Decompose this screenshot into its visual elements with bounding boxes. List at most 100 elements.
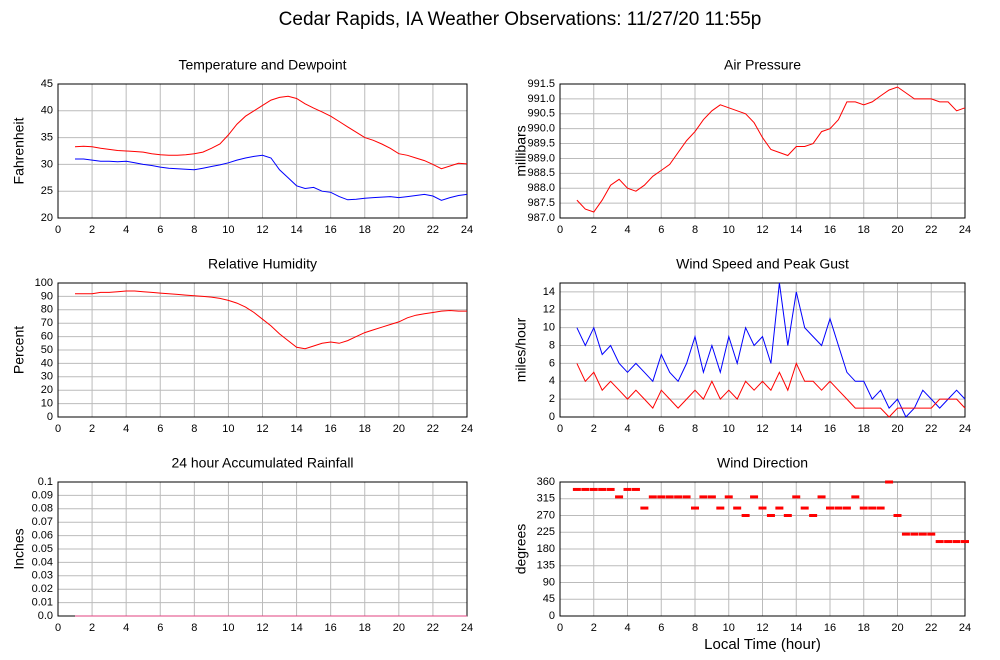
- x-axis-label: Local Time (hour): [704, 636, 821, 653]
- x-tick-label: 2: [89, 423, 95, 435]
- x-tick-label: 6: [658, 622, 664, 634]
- x-tick-label: 6: [658, 224, 664, 236]
- y-tick-label: 0: [47, 411, 53, 423]
- x-tick-label: 16: [824, 423, 836, 435]
- series-line: [576, 86, 966, 213]
- y-tick-label: 45: [41, 78, 53, 90]
- x-tick-label: 14: [290, 423, 302, 435]
- scatter-point: [648, 495, 657, 499]
- x-tick-label: 20: [891, 224, 903, 236]
- x-tick-label: 20: [891, 622, 903, 634]
- scatter-point: [615, 495, 624, 499]
- scatter-point: [691, 506, 699, 510]
- scatter-point: [775, 506, 784, 510]
- y-tick-label: 225: [537, 526, 555, 538]
- y-axis-label: degrees: [513, 524, 529, 575]
- x-tick-label: 22: [925, 224, 937, 236]
- x-tick-label: 0: [55, 423, 61, 435]
- scatter-point: [766, 514, 775, 517]
- x-tick-label: 10: [723, 423, 735, 435]
- y-tick-label: 990.0: [527, 123, 555, 135]
- y-tick-label: 90: [41, 290, 53, 302]
- x-tick-label: 14: [290, 622, 302, 634]
- y-tick-label: 45: [543, 593, 555, 605]
- x-tick-label: 0: [557, 423, 563, 435]
- scatter-point: [918, 532, 927, 536]
- scatter-point: [935, 540, 944, 544]
- scatter-point: [707, 495, 716, 499]
- y-tick-label: 70: [41, 317, 53, 329]
- x-tick-label: 12: [756, 423, 768, 435]
- y-tick-label: 991.0: [527, 93, 555, 105]
- plot-frame: [57, 83, 468, 219]
- y-tick-label: 30: [41, 158, 53, 170]
- scatter-point: [724, 495, 733, 499]
- x-tick-label: 18: [858, 423, 870, 435]
- y-tick-label: 0.0: [38, 610, 53, 622]
- scatter-point: [682, 495, 691, 499]
- x-tick-label: 10: [222, 224, 234, 236]
- y-tick-label: 10: [41, 398, 53, 410]
- series-line: [576, 282, 966, 418]
- x-tick-label: 10: [723, 224, 735, 236]
- x-tick-label: 0: [557, 224, 563, 236]
- x-tick-label: 2: [591, 622, 597, 634]
- x-tick-label: 8: [191, 423, 197, 435]
- chart-title: Relative Humidity: [208, 256, 317, 272]
- y-tick-label: 987.5: [527, 197, 555, 209]
- y-tick-label: 10: [543, 322, 555, 334]
- x-tick-label: 18: [359, 224, 371, 236]
- x-tick-label: 24: [461, 224, 473, 236]
- scatter-point: [674, 495, 683, 499]
- x-tick-label: 6: [157, 224, 163, 236]
- y-tick-label: 4: [549, 375, 555, 387]
- scatter-point: [910, 532, 919, 536]
- y-axis-label: miles/hour: [513, 317, 529, 382]
- chart-title: Temperature and Dewpoint: [178, 57, 346, 73]
- x-tick-label: 2: [591, 423, 597, 435]
- y-tick-label: 20: [41, 384, 53, 396]
- x-tick-label: 24: [959, 622, 971, 634]
- y-tick-label: 60: [41, 331, 53, 343]
- y-tick-label: 50: [41, 344, 53, 356]
- x-tick-label: 0: [55, 224, 61, 236]
- y-axis-label: Percent: [11, 326, 27, 374]
- x-tick-label: 20: [393, 423, 405, 435]
- x-tick-label: 6: [157, 622, 163, 634]
- scatter-point: [851, 495, 860, 499]
- x-tick-label: 16: [325, 622, 337, 634]
- plot-frame: [559, 282, 966, 418]
- x-tick-label: 24: [461, 423, 473, 435]
- x-tick-label: 16: [824, 622, 836, 634]
- scatter-point: [716, 506, 725, 510]
- x-tick-label: 4: [624, 224, 630, 236]
- y-tick-label: 14: [543, 286, 555, 298]
- x-tick-label: 18: [858, 622, 870, 634]
- y-tick-label: 8: [549, 339, 555, 351]
- x-tick-label: 4: [123, 224, 129, 236]
- scatter-point: [885, 480, 894, 484]
- chart-title: Wind Direction: [717, 455, 808, 471]
- scatter-point: [809, 514, 818, 517]
- y-tick-label: 25: [41, 185, 53, 197]
- y-tick-label: 0.06: [32, 530, 53, 542]
- scatter-point: [944, 540, 953, 544]
- y-tick-label: 0.07: [32, 516, 53, 528]
- y-tick-label: 989.0: [527, 152, 555, 164]
- x-tick-label: 14: [290, 224, 302, 236]
- y-tick-label: 270: [537, 509, 555, 521]
- scatter-point: [657, 495, 666, 499]
- scatter-point: [792, 495, 801, 499]
- x-tick-label: 16: [325, 224, 337, 236]
- y-tick-label: 6: [549, 357, 555, 369]
- y-tick-label: 360: [537, 476, 555, 488]
- x-tick-label: 22: [925, 423, 937, 435]
- x-tick-label: 10: [723, 622, 735, 634]
- x-tick-label: 12: [256, 423, 268, 435]
- x-tick-label: 8: [692, 423, 698, 435]
- x-tick-label: 8: [692, 622, 698, 634]
- y-tick-label: 40: [41, 357, 53, 369]
- y-tick-label: 80: [41, 304, 53, 316]
- scatter-point: [952, 540, 961, 544]
